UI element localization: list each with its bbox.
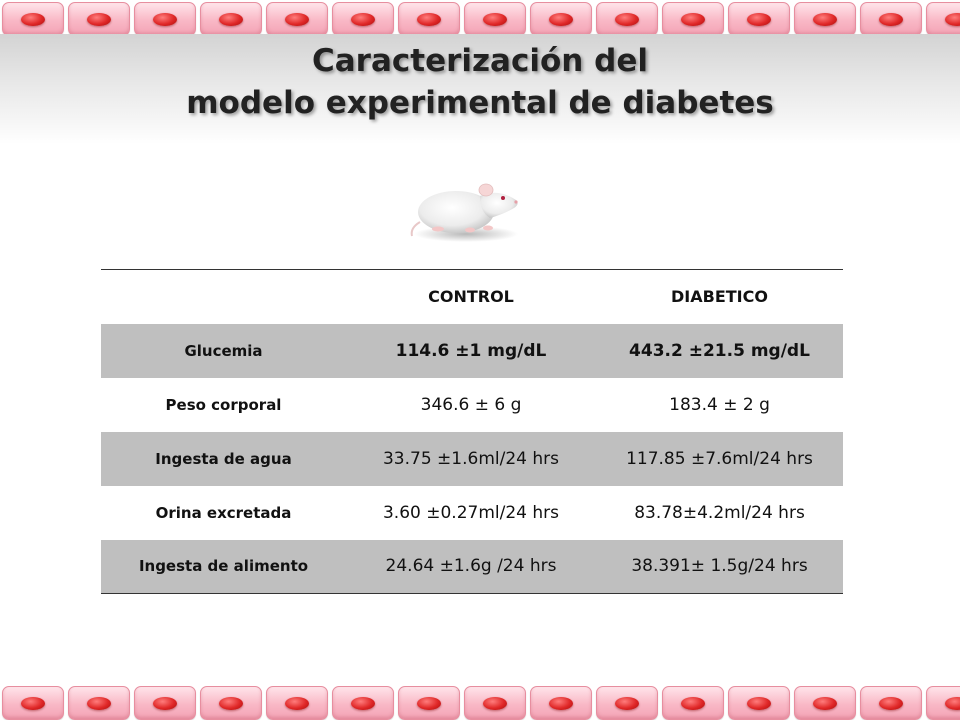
red-blood-cell-icon (794, 686, 856, 720)
control-value: 24.64 ±1.6g /24 hrs (385, 556, 557, 577)
table-row: Glucemia 114.6 ±1 mg/dL 443.2 ±21.5 mg/d… (101, 323, 843, 378)
diabetico-value: 117.85 ±7.6ml/24 hrs (626, 448, 813, 469)
table-row: Ingesta de agua 33.75 ±1.6ml/24 hrs 117.… (101, 431, 843, 486)
red-blood-cell-icon (860, 2, 922, 36)
table-header-row: CONTROL DIABETICO (101, 269, 843, 324)
red-blood-cell-icon (662, 2, 724, 36)
slide-title-line-1: Caracterización del (312, 43, 648, 79)
row-label: Ingesta de alimento (138, 557, 309, 576)
red-blood-cell-icon (398, 686, 460, 720)
red-blood-cell-icon (596, 2, 658, 36)
bottom-cell-border (0, 684, 960, 720)
red-blood-cell-icon (2, 2, 64, 36)
white-rat-icon (410, 183, 518, 242)
diabetico-value: 83.78±4.2ml/24 hrs (634, 502, 805, 523)
red-blood-cell-icon (134, 686, 196, 720)
red-blood-cell-icon (398, 2, 460, 36)
red-blood-cell-icon (68, 686, 130, 720)
red-blood-cell-icon (200, 686, 262, 720)
table-row: Ingesta de alimento 24.64 ±1.6g /24 hrs … (101, 539, 843, 594)
row-label: Peso corporal (165, 395, 282, 414)
control-value: 33.75 ±1.6ml/24 hrs (382, 448, 560, 469)
red-blood-cell-icon (926, 2, 960, 36)
table-row: Peso corporal 346.6 ± 6 g 183.4 ± 2 g (101, 378, 843, 432)
header-empty (101, 270, 346, 324)
red-blood-cell-icon (530, 686, 592, 720)
diabetico-value: 38.391± 1.5g/24 hrs (631, 556, 808, 577)
comparison-table: CONTROL DIABETICO Glucemia 114.6 ±1 mg/d… (101, 269, 843, 594)
table-row: Orina excretada 3.60 ±0.27ml/24 hrs 83.7… (101, 486, 843, 540)
red-blood-cell-icon (134, 2, 196, 36)
red-blood-cell-icon (728, 686, 790, 720)
red-blood-cell-icon (68, 2, 130, 36)
slide-title-line-2: modelo experimental de diabetes (186, 85, 774, 121)
slide-title: Caracterización del modelo experimental … (0, 40, 960, 124)
red-blood-cell-icon (332, 686, 394, 720)
red-blood-cell-icon (530, 2, 592, 36)
red-blood-cell-icon (794, 2, 856, 36)
red-blood-cell-icon (860, 686, 922, 720)
diabetico-value: 183.4 ± 2 g (669, 394, 770, 415)
red-blood-cell-icon (266, 686, 328, 720)
red-blood-cell-icon (332, 2, 394, 36)
row-label: Glucemia (184, 341, 263, 360)
red-blood-cell-icon (464, 2, 526, 36)
red-blood-cell-icon (662, 686, 724, 720)
title-band (0, 34, 960, 144)
top-cell-border (0, 0, 960, 36)
header-control: CONTROL (428, 287, 514, 307)
red-blood-cell-icon (596, 686, 658, 720)
header-diabetico: DIABETICO (671, 287, 768, 307)
control-value: 114.6 ±1 mg/dL (395, 340, 547, 361)
row-label: Orina excretada (155, 503, 292, 522)
control-value: 346.6 ± 6 g (420, 394, 522, 415)
diabetico-value: 443.2 ±21.5 mg/dL (629, 340, 810, 361)
row-label: Ingesta de agua (155, 449, 292, 468)
control-value: 3.60 ±0.27ml/24 hrs (382, 502, 560, 523)
red-blood-cell-icon (266, 2, 328, 36)
red-blood-cell-icon (464, 686, 526, 720)
red-blood-cell-icon (728, 2, 790, 36)
red-blood-cell-icon (926, 686, 960, 720)
red-blood-cell-icon (200, 2, 262, 36)
red-blood-cell-icon (2, 686, 64, 720)
